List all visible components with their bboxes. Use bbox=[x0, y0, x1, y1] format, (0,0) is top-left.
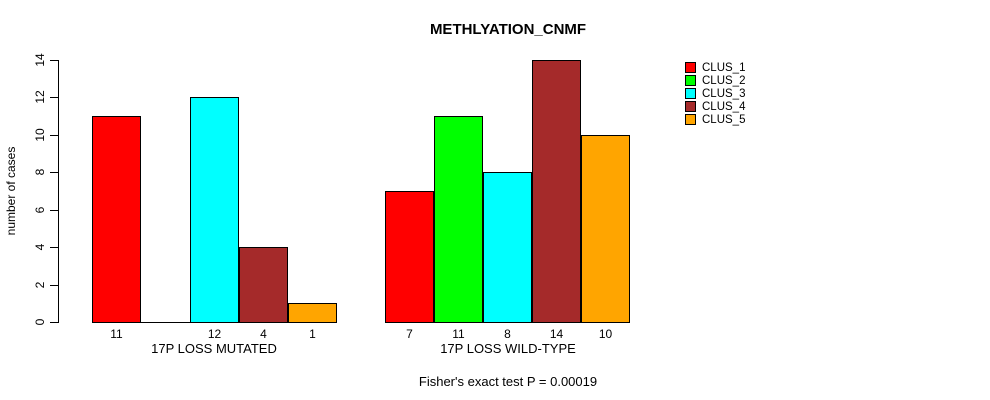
group-label-wild-type: 17P LOSS WILD-TYPE bbox=[440, 341, 576, 356]
legend-item: CLUS_2 bbox=[685, 74, 745, 87]
bar-value-label: 11 bbox=[452, 327, 465, 341]
bar-clus_1-group2 bbox=[385, 191, 434, 323]
legend-item: CLUS_5 bbox=[685, 113, 745, 126]
bar-clus_1-group1 bbox=[92, 116, 141, 323]
legend-color-swatch bbox=[685, 75, 696, 86]
y-axis-tick-label: 0 bbox=[33, 318, 47, 326]
y-axis-tick bbox=[50, 247, 58, 249]
legend-item: CLUS_4 bbox=[685, 100, 745, 113]
y-axis-tick-label: 10 bbox=[33, 128, 47, 142]
legend-item: CLUS_3 bbox=[685, 87, 745, 100]
y-axis-tick bbox=[50, 322, 58, 323]
bar-value-label: 12 bbox=[207, 327, 222, 341]
bar-value-label: 1 bbox=[309, 327, 316, 341]
y-axis-tick-label: 2 bbox=[33, 281, 47, 288]
y-axis-tick-label: 6 bbox=[33, 206, 47, 214]
legend-item-label: CLUS_3 bbox=[702, 87, 746, 100]
bar-value-label: 8 bbox=[504, 327, 511, 341]
group-label-mutated: 17P LOSS MUTATED bbox=[151, 341, 277, 356]
legend-item: CLUS_1 bbox=[685, 61, 745, 74]
bar-value-label: 4 bbox=[260, 327, 267, 341]
legend-item-label: CLUS_2 bbox=[702, 74, 746, 87]
legend: CLUS_1 CLUS_2 CLUS_3 CLUS_4 CLUS_5 bbox=[685, 61, 745, 126]
bar-clus_2-group2 bbox=[434, 116, 483, 323]
chart-title: METHLYATION_CNMF bbox=[429, 21, 587, 38]
y-axis-label: number of cases bbox=[4, 146, 18, 236]
bar-value-label: 10 bbox=[598, 327, 613, 341]
legend-item-label: CLUS_1 bbox=[702, 61, 746, 74]
y-axis-line bbox=[58, 60, 59, 323]
y-axis-tick bbox=[50, 97, 58, 99]
y-axis-tick bbox=[50, 134, 58, 136]
y-axis-tick-label: 14 bbox=[33, 53, 47, 67]
y-axis-tick-label: 4 bbox=[33, 243, 47, 251]
y-axis-tick-label: 8 bbox=[33, 168, 47, 176]
legend-item-label: CLUS_5 bbox=[702, 113, 746, 126]
bar-clus_3-group2 bbox=[483, 172, 532, 323]
bar-clus_4-group1 bbox=[239, 247, 288, 323]
legend-color-swatch bbox=[685, 88, 696, 99]
bar-clus_5-group2 bbox=[581, 135, 630, 323]
bar-clus_3-group1 bbox=[190, 97, 239, 323]
bar-clus_4-group2 bbox=[532, 60, 581, 323]
y-axis-tick bbox=[50, 209, 58, 211]
bar-value-label: 7 bbox=[406, 327, 413, 341]
legend-color-swatch bbox=[685, 62, 696, 73]
y-axis-tick bbox=[50, 284, 58, 286]
bar-clus_5-group1 bbox=[288, 303, 337, 323]
bar-value-label: 14 bbox=[549, 327, 564, 341]
y-axis-tick bbox=[50, 172, 58, 174]
y-axis-tick bbox=[50, 60, 58, 61]
zero-bar-clus_2-group1 bbox=[141, 322, 191, 323]
fisher-test-annotation: Fisher's exact test P = 0.00019 bbox=[418, 374, 598, 389]
legend-color-swatch bbox=[685, 114, 696, 125]
legend-item-label: CLUS_4 bbox=[702, 100, 746, 113]
y-axis-tick-label: 12 bbox=[33, 90, 47, 105]
legend-color-swatch bbox=[685, 101, 696, 112]
bar-value-label: 11 bbox=[110, 327, 123, 341]
